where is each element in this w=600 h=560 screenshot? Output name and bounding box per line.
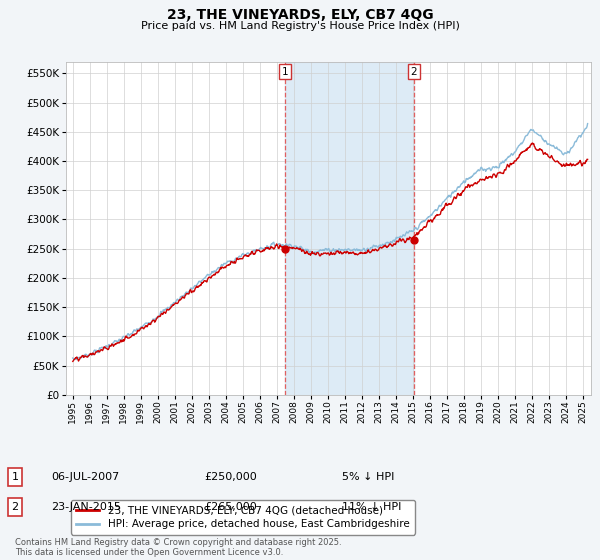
- Text: Price paid vs. HM Land Registry's House Price Index (HPI): Price paid vs. HM Land Registry's House …: [140, 21, 460, 31]
- Text: 11% ↓ HPI: 11% ↓ HPI: [342, 502, 401, 512]
- Text: £250,000: £250,000: [204, 472, 257, 482]
- Text: 23-JAN-2015: 23-JAN-2015: [51, 502, 121, 512]
- Text: Contains HM Land Registry data © Crown copyright and database right 2025.
This d: Contains HM Land Registry data © Crown c…: [15, 538, 341, 557]
- Text: 2: 2: [410, 67, 417, 77]
- Bar: [286, 62, 414, 395]
- Text: 06-JUL-2007: 06-JUL-2007: [51, 472, 119, 482]
- Text: 23, THE VINEYARDS, ELY, CB7 4QG: 23, THE VINEYARDS, ELY, CB7 4QG: [167, 8, 433, 22]
- Text: 2: 2: [11, 502, 19, 512]
- Text: 1: 1: [282, 67, 289, 77]
- Text: 5% ↓ HPI: 5% ↓ HPI: [342, 472, 394, 482]
- Text: 1: 1: [11, 472, 19, 482]
- Legend: 23, THE VINEYARDS, ELY, CB7 4QG (detached house), HPI: Average price, detached h: 23, THE VINEYARDS, ELY, CB7 4QG (detache…: [71, 500, 415, 535]
- Text: £265,000: £265,000: [204, 502, 257, 512]
